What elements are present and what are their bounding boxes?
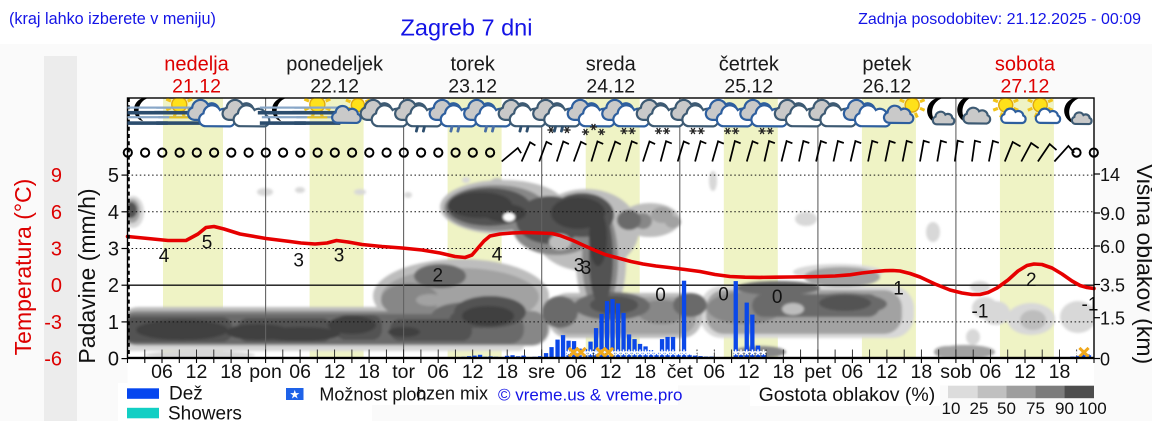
- svg-text:Padavine (mm/h): Padavine (mm/h): [74, 188, 100, 363]
- svg-text:ponedeljek: ponedeljek: [286, 54, 384, 76]
- svg-text:ozen mix: ozen mix: [416, 384, 488, 404]
- svg-text:0: 0: [1100, 350, 1110, 370]
- svg-text:čet: čet: [667, 361, 694, 383]
- svg-text:10: 10: [942, 399, 961, 418]
- svg-text:14: 14: [1100, 165, 1120, 185]
- svg-text:1.5: 1.5: [1100, 309, 1125, 329]
- svg-text:24.12: 24.12: [586, 76, 635, 98]
- svg-text:18: 18: [911, 361, 933, 383]
- svg-text:(kraj lahko izberete v meniju): (kraj lahko izberete v meniju): [9, 10, 216, 28]
- svg-text:★: ★: [289, 387, 300, 401]
- svg-text:12: 12: [462, 361, 484, 383]
- svg-text:12: 12: [738, 361, 760, 383]
- svg-text:12: 12: [876, 361, 898, 383]
- svg-text:-1: -1: [1082, 295, 1099, 316]
- svg-text:Showers: Showers: [168, 404, 242, 425]
- svg-text:06: 06: [842, 361, 864, 383]
- svg-text:0: 0: [51, 275, 62, 297]
- svg-text:torek: torek: [450, 54, 495, 76]
- svg-text:0: 0: [108, 349, 119, 371]
- svg-text:0: 0: [655, 285, 666, 306]
- svg-text:25.12: 25.12: [724, 76, 773, 98]
- svg-text:6: 6: [51, 202, 62, 224]
- svg-text:4: 4: [108, 202, 119, 224]
- svg-text:-6: -6: [44, 349, 62, 371]
- svg-text:6.0: 6.0: [1100, 237, 1125, 257]
- svg-text:4: 4: [159, 246, 170, 267]
- svg-text:5: 5: [202, 233, 213, 254]
- svg-text:sobota: sobota: [995, 54, 1056, 76]
- svg-text:06: 06: [289, 361, 311, 383]
- svg-text:1: 1: [893, 279, 904, 300]
- svg-text:petek: petek: [862, 54, 912, 76]
- svg-text:9: 9: [51, 165, 62, 187]
- svg-text:25: 25: [970, 399, 989, 418]
- svg-text:2: 2: [433, 266, 444, 287]
- svg-text:3: 3: [334, 246, 345, 267]
- svg-text:18: 18: [358, 361, 380, 383]
- svg-text:3.5: 3.5: [1100, 276, 1125, 296]
- svg-text:18: 18: [496, 361, 518, 383]
- svg-text:21.12: 21.12: [172, 76, 221, 98]
- svg-text:75: 75: [1026, 399, 1045, 418]
- svg-text:5: 5: [108, 165, 119, 187]
- svg-text:23.12: 23.12: [448, 76, 497, 98]
- svg-text:0: 0: [772, 287, 783, 308]
- svg-text:Zagreb 7 dni: Zagreb 7 dni: [401, 15, 533, 41]
- svg-text:06: 06: [980, 361, 1002, 383]
- svg-text:22.12: 22.12: [310, 76, 359, 98]
- svg-text:1: 1: [108, 312, 119, 334]
- svg-text:sreda: sreda: [586, 54, 637, 76]
- svg-text:06: 06: [565, 361, 587, 383]
- svg-text:06: 06: [427, 361, 449, 383]
- svg-text:4: 4: [492, 245, 503, 266]
- svg-text:12: 12: [600, 361, 622, 383]
- svg-text:3: 3: [574, 256, 585, 277]
- svg-text:tor: tor: [392, 361, 415, 383]
- svg-text:pon: pon: [249, 361, 282, 383]
- svg-text:Gostota oblakov (%): Gostota oblakov (%): [759, 384, 936, 406]
- svg-text:18: 18: [1049, 361, 1071, 383]
- svg-text:50: 50: [997, 399, 1016, 418]
- svg-text:3: 3: [293, 251, 304, 272]
- svg-text:-3: -3: [44, 312, 62, 334]
- svg-text:četrtek: četrtek: [719, 54, 780, 76]
- svg-text:12: 12: [1014, 361, 1036, 383]
- svg-text:0: 0: [718, 285, 729, 306]
- svg-text:18: 18: [634, 361, 656, 383]
- svg-text:Višina oblakov (km): Višina oblakov (km): [1132, 164, 1152, 364]
- svg-text:Zadnja posodobitev: 21.12.2025: Zadnja posodobitev: 21.12.2025 - 00:09: [858, 11, 1141, 28]
- svg-text:sob: sob: [940, 361, 972, 383]
- svg-text:27.12: 27.12: [1001, 76, 1050, 98]
- svg-text:3: 3: [581, 258, 592, 279]
- svg-text:12: 12: [324, 361, 346, 383]
- svg-text:90: 90: [1055, 399, 1074, 418]
- svg-text:9.0: 9.0: [1100, 204, 1125, 224]
- svg-text:2: 2: [108, 275, 119, 297]
- svg-text:26.12: 26.12: [862, 76, 911, 98]
- svg-text:© vreme.us & vreme.pro: © vreme.us & vreme.pro: [498, 386, 682, 405]
- svg-text:3: 3: [51, 239, 62, 261]
- svg-text:2: 2: [1026, 270, 1037, 291]
- svg-text:Dež: Dež: [169, 384, 203, 405]
- svg-text:sre: sre: [528, 361, 555, 383]
- svg-text:06: 06: [151, 361, 173, 383]
- svg-text:06: 06: [703, 361, 725, 383]
- svg-text:Možnost ploh: Možnost ploh: [319, 385, 426, 405]
- svg-text:pet: pet: [804, 361, 832, 383]
- svg-text:nedelja: nedelja: [164, 54, 229, 76]
- svg-text:18: 18: [220, 361, 242, 383]
- svg-text:18: 18: [772, 361, 794, 383]
- svg-text:12: 12: [186, 361, 208, 383]
- svg-text:-1: -1: [972, 302, 989, 323]
- svg-text:3: 3: [108, 239, 119, 261]
- svg-text:100: 100: [1078, 399, 1106, 418]
- svg-text:Temperatura (°C): Temperatura (°C): [10, 179, 36, 356]
